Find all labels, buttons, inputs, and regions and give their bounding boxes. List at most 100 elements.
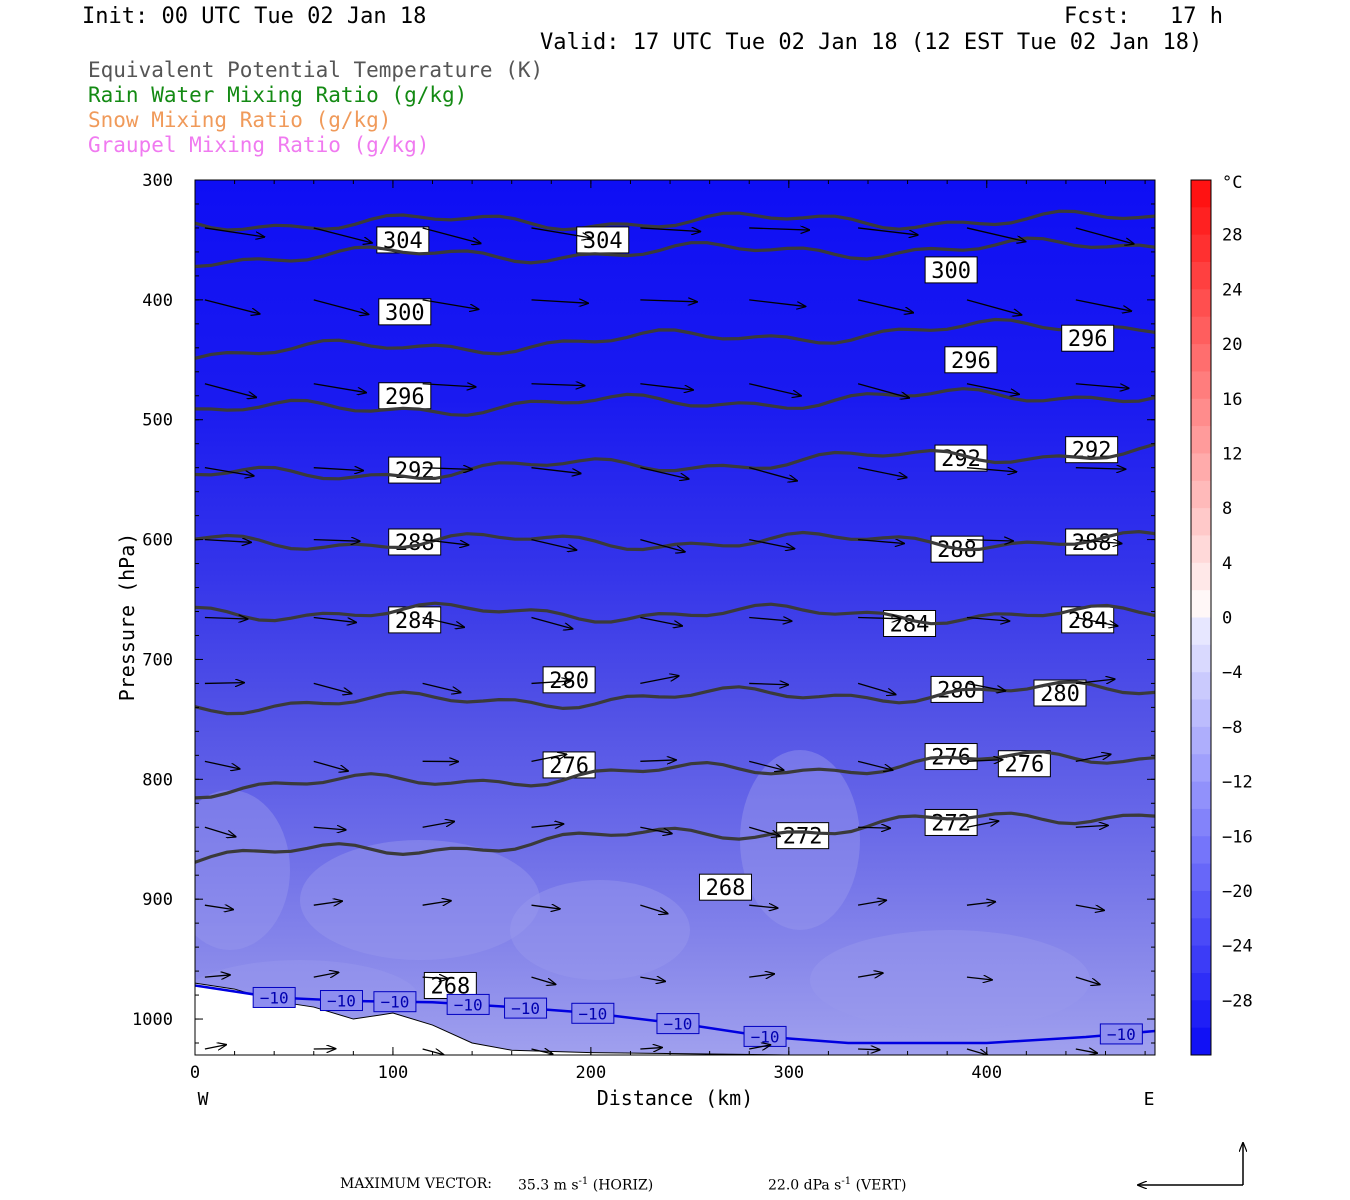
wind-vector (640, 904, 667, 913)
wind-vector (640, 1048, 661, 1049)
wind-vector (313, 901, 342, 905)
wind-vector (640, 676, 678, 685)
wind-vector (966, 618, 1009, 622)
east-label: E (1144, 1089, 1155, 1110)
colorbar-swatch (1191, 836, 1211, 865)
colorbar-label: 12 (1222, 444, 1242, 464)
wind-vector (422, 299, 479, 309)
colorbar-swatch (1191, 453, 1211, 482)
wind-vector (1075, 1049, 1097, 1053)
y-tick-label: 600 (142, 531, 173, 551)
wind-vector (204, 683, 244, 684)
wind-vector (966, 540, 1013, 541)
wind-vector (858, 827, 890, 828)
max-vector-label: MAXIMUM VECTOR: (340, 1176, 492, 1192)
wind-vector (422, 227, 481, 243)
wind-vector (313, 540, 360, 542)
wind-vector (749, 228, 809, 230)
temperature-colorbar: °C 28 24 20 16 12 8 4 0 −4 −8 −12 −16 −20 −24 −28 (1190, 173, 1253, 1056)
wind-vector (640, 616, 682, 626)
colorbar-swatch (1191, 508, 1211, 536)
valid-time: Valid: 17 UTC Tue 02 Jan 18 (12 EST Tue … (540, 30, 1203, 55)
theta-e-contour (195, 387, 1155, 417)
x-tick-label: 200 (576, 1063, 607, 1083)
colorbar-frame (1190, 179, 1212, 1056)
wind-vector (1075, 679, 1115, 683)
wind-vector (313, 682, 352, 693)
temperature-label: −10 (1107, 1025, 1136, 1044)
contour-label: 272 (931, 811, 971, 836)
colorbar-swatch (1191, 398, 1211, 427)
theta-e-contour (195, 601, 1155, 626)
temperature-band (510, 880, 690, 980)
wind-vector (531, 1049, 552, 1054)
temperature-label-box (446, 993, 490, 1015)
wind-vector (749, 383, 801, 396)
max-horiz-vector: 35.3 m s-1 (HORIZ) (518, 1176, 654, 1194)
contour-label: 276 (1004, 753, 1044, 778)
wind-vector (204, 760, 240, 769)
init-time: Init: 00 UTC Tue 02 Jan 18 (82, 4, 427, 29)
wind-vector (422, 822, 454, 828)
wind-vector (857, 760, 892, 770)
wind-vector (204, 299, 260, 314)
x-axis-label: Distance (km) (597, 1086, 754, 1110)
wind-vector (1075, 468, 1125, 469)
wind-vector (204, 1045, 226, 1049)
legend-item: Equivalent Potential Temperature (K) (88, 58, 544, 82)
plot-frame (194, 179, 1156, 1056)
colorbar-swatch (1191, 1027, 1211, 1056)
y-axis-label: Pressure (hPa) (115, 533, 139, 702)
forecast-hour: Fcst: 17 h (1064, 4, 1223, 29)
colorbar-swatch (1191, 754, 1211, 783)
wind-vector (640, 467, 688, 479)
theta-e-contour (195, 811, 1155, 864)
wind-vector (640, 228, 700, 232)
wind-vector (640, 383, 693, 390)
y-tick-label: 900 (142, 890, 173, 910)
temperature-label-box (319, 990, 363, 1012)
colorbar-label: −28 (1222, 991, 1253, 1011)
theta-e-contour (195, 680, 1155, 716)
wind-vector (966, 760, 1002, 762)
wind-vector (966, 299, 1021, 315)
colorbar-swatch (1191, 480, 1211, 509)
theta-e-contour (195, 442, 1155, 481)
wind-vector (1075, 754, 1111, 762)
colorbar-label: −4 (1222, 663, 1242, 683)
wind-vector (966, 977, 992, 980)
contour-label-box (944, 346, 998, 374)
contour-label-box (924, 256, 978, 284)
wind-vector (422, 384, 476, 387)
wind-vector (749, 760, 783, 770)
contour-label-box (378, 382, 432, 410)
contour-label: 272 (783, 825, 823, 850)
wind-vector (204, 467, 254, 476)
max-vert-vector: 22.0 dPa s-1 (VERT) (768, 1176, 907, 1194)
wind-vector (640, 538, 684, 552)
wind-vector (422, 901, 451, 905)
wind-vector (531, 300, 587, 303)
wind-vector (204, 975, 230, 977)
wind-vector (204, 618, 247, 619)
wind-vector (858, 227, 918, 235)
wind-vector (749, 538, 794, 549)
wind-vector (1075, 976, 1100, 984)
colorbar-label: −20 (1222, 882, 1253, 902)
wind-vector (313, 227, 372, 243)
colorbar-swatch (1191, 781, 1211, 810)
wind-vector (640, 977, 665, 981)
wind-vector (422, 977, 448, 978)
wind-vector (857, 383, 909, 398)
contour-label-box (378, 298, 432, 326)
colorbar-label: 4 (1222, 554, 1232, 574)
wind-vector (313, 760, 348, 771)
contour-label: 296 (1068, 327, 1108, 352)
wind-vector (531, 227, 590, 238)
wind-vector (531, 754, 566, 762)
x-tick-label: 100 (378, 1063, 409, 1083)
colorbar-swatch (1191, 972, 1211, 1001)
wind-vector (1075, 904, 1104, 910)
temperature-band (195, 790, 290, 950)
